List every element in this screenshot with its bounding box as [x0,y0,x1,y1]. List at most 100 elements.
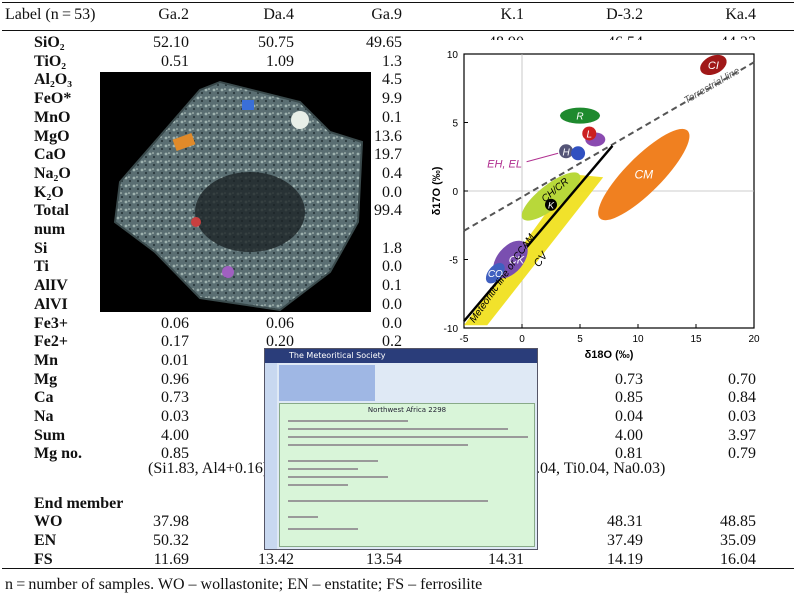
y-tick-label: 10 [447,50,459,61]
row-value: 0.81 [615,445,643,462]
formula-left: (Si1.83, Al4+0.16) [148,460,269,477]
header-label: Label (n = 53) [5,6,96,23]
row-value: 0.70 [728,371,756,388]
oxygen-isotope-chart: -5 0 5 10 15 20 -10 -5 0 5 10 δ18O (‰) δ17O (‰) CI R L H… [420,40,770,370]
thin-section-svg [113,80,364,312]
row-value: 0.79 [728,445,756,462]
row-label: num [34,221,66,238]
row-value: 1.3 [382,53,402,70]
annotation-arrow [526,152,559,163]
row-value: 0.03 [728,408,756,425]
text-line [288,444,468,446]
row-value: 0.1 [382,277,402,294]
x-axis-label: δ18O (‰) [585,349,634,361]
text-line [288,460,378,462]
region-label: CI [708,60,719,72]
region-co [485,262,505,284]
website-screenshot: The Meteoritical Society Northwest Afric… [264,348,538,550]
y-tick-label: -10 [444,324,459,335]
row-value: 0.85 [615,389,643,406]
region-chcr [521,172,581,221]
row-label: Si [34,240,48,257]
row-value: 0.51 [161,53,189,70]
formula-right: .04, Ti0.04, Na0.03) [536,460,666,477]
y-tick-label: 0 [452,187,458,198]
header-col-5: D-3.2 [606,6,643,23]
header-col-2: Da.4 [263,6,294,23]
text-line [288,476,388,478]
row-value: 4.00 [615,427,643,444]
row-value: 0.20 [266,333,294,350]
end-member-value: 50.32 [153,532,189,549]
row-label: Fe3+ [34,315,68,332]
row-value: 52.10 [153,34,189,51]
row-value: 0.04 [615,408,643,425]
y-tick-label: 5 [452,119,458,130]
text-line [288,500,488,502]
region-cv [464,174,604,326]
row-value: 0.85 [161,445,189,462]
text-line [288,528,358,530]
region-label: H [562,147,570,158]
row-label: MnO [34,109,71,126]
region-label: K [548,201,555,211]
bottom-rule [2,568,794,569]
region-cm [598,128,690,221]
end-member-value: 13.42 [258,551,294,568]
region-label: R [576,112,583,123]
row-label: SiO₂ [34,34,65,51]
row-label: CaO [34,146,66,163]
end-member-value: 35.09 [720,532,756,549]
row-value: 0.0 [382,184,402,201]
row-value: 49.65 [366,34,402,51]
rock-orange-grain [172,132,196,152]
x-tick-label: 20 [748,334,760,345]
row-value: 0.1 [382,109,402,126]
end-member-value: 11.69 [153,551,189,568]
end-member-label: FS [34,551,53,568]
header-rule [2,30,794,31]
row-value: 0.06 [266,315,294,332]
end-member-value: 14.19 [607,551,643,568]
row-value: 99.4 [374,202,402,219]
rock-dark-core [195,172,305,252]
row-value: 3.97 [728,427,756,444]
end-member-value: 16.04 [720,551,756,568]
rock-red-grain [191,217,201,227]
row-value: 0.0 [382,258,402,275]
row-label: Na [34,408,54,425]
row-label: AlIV [34,277,68,294]
text-line [288,428,508,430]
region-r [560,107,600,124]
website-form-box [279,365,375,401]
row-value: 9.9 [382,90,402,107]
x-tick-label: 0 [519,334,525,345]
annotation-eh-el: EH, EL [487,159,522,171]
text-line [288,484,348,486]
row-value: 4.00 [161,427,189,444]
row-label: Mg [34,371,58,388]
region-label: CM [634,168,653,182]
row-value: 50.75 [258,34,294,51]
rock-purple-grain [222,266,234,278]
end-member-value: 13.54 [366,551,402,568]
row-value: 1.8 [382,240,402,257]
row-label: Ti [34,258,49,275]
x-tick-label: 10 [632,334,644,345]
header-col-1: Ga.2 [158,6,189,23]
row-value: 1.09 [266,53,294,70]
end-member-value: 37.98 [153,513,189,530]
y-tick-label: -5 [449,256,458,267]
row-label: Na₂O [34,165,71,182]
region-label: L [586,129,592,140]
text-line [288,468,358,470]
row-value: 0.73 [161,389,189,406]
row-value: 0.01 [161,352,189,369]
row-value: 0.17 [161,333,189,350]
website-sidebar [265,363,277,549]
row-label: Mg no. [34,445,82,462]
row-value: 0.06 [161,315,189,332]
row-label: FeO* [34,90,72,107]
end-member-value: 48.85 [720,513,756,530]
